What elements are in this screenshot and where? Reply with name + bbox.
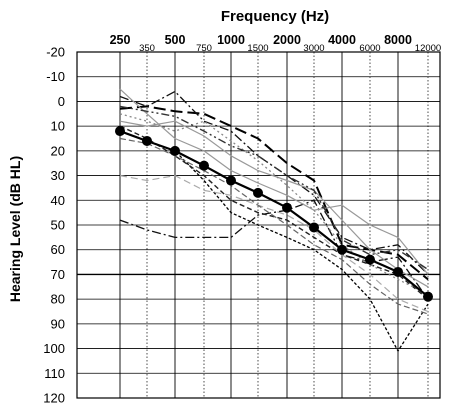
x-tick-label-minor: 3000: [303, 43, 324, 54]
x-tick-label: 4000: [328, 33, 356, 47]
x-tick-label: 1000: [217, 33, 245, 47]
y-tick-label: 70: [51, 267, 65, 282]
x-major-tick-labels: 250 500 1000 2000 4000 8000: [110, 33, 412, 47]
x-tick-label-minor: 750: [196, 43, 212, 54]
y-tick-label: 50: [51, 218, 65, 233]
series-line: [119, 130, 429, 352]
x-tick-label: 500: [165, 33, 186, 47]
mean-point: [282, 202, 292, 213]
series-line: [119, 125, 429, 300]
x-tick-label: 8000: [384, 33, 412, 47]
mean-point: [115, 126, 125, 137]
y-tick-label: 80: [51, 292, 65, 307]
series-line: [119, 88, 429, 275]
y-tick-label: -20: [46, 45, 65, 60]
series-line: [119, 113, 429, 295]
x-tick-label-minor: 12000: [415, 43, 441, 54]
y-tick-label: 90: [51, 316, 65, 331]
x-tick-label-minor: 350: [139, 43, 155, 54]
x-minor-tick-labels: 350 750 1500 3000 6000 12000: [139, 43, 441, 54]
mean-point: [393, 266, 403, 277]
y-tick-label: -10: [46, 69, 65, 84]
mean-point: [226, 175, 236, 186]
chart-title: Frequency (Hz): [221, 8, 329, 25]
y-tick-label: 120: [43, 391, 65, 406]
mean-point: [423, 291, 433, 302]
y-tick-label: 10: [51, 119, 65, 134]
series-line: [119, 120, 429, 288]
y-tick-label: 30: [51, 168, 65, 183]
series-lines: [115, 88, 433, 352]
y-axis-label: Hearing Level (dB HL): [7, 156, 23, 302]
y-tick-label: 110: [44, 366, 65, 381]
plot-frame: [76, 51, 441, 399]
series-line: [119, 137, 429, 315]
mean-point: [142, 135, 152, 146]
mean-point: [337, 244, 347, 255]
series-line-mean: [119, 130, 429, 298]
y-tick-label: 20: [51, 143, 65, 158]
y-tick-label: 0: [58, 94, 65, 109]
x-tick-label: 2000: [273, 33, 301, 47]
series-line: [119, 105, 429, 281]
x-tick-label: 250: [110, 33, 131, 47]
mean-point: [365, 254, 375, 265]
mean-point: [309, 222, 319, 233]
mean-point: [199, 160, 209, 171]
x-tick-label-minor: 1500: [247, 43, 268, 54]
y-tick-labels: -20 -10 0 10 20 30 40 50 60 70 80 90 100 110 120: [43, 45, 65, 406]
y-tick-label: 40: [51, 193, 65, 208]
y-tick-label: 100: [43, 341, 65, 356]
mean-point: [253, 187, 263, 198]
y-tick-label: 60: [51, 242, 65, 257]
series-line: [119, 175, 429, 313]
mean-point: [170, 145, 180, 156]
x-tick-label-minor: 6000: [359, 43, 380, 54]
series-line: [119, 90, 429, 275]
